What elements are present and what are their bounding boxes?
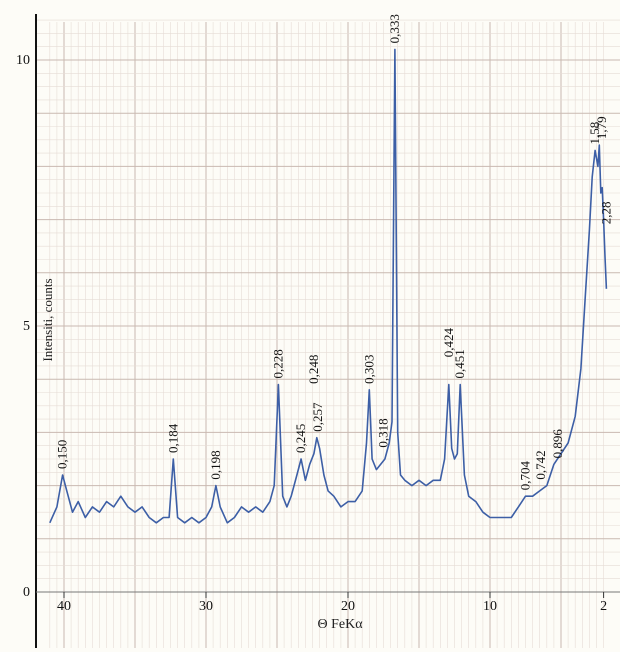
peak-annotations: 0,150 0,184 0,198 0,228 0,245 0,248 0,257 0,303… [55,14,614,490]
series [49,48,608,524]
x-tick-label: 10 [483,599,497,614]
diffractogram-line [49,48,608,524]
y-tick-label: 5 [23,319,30,334]
peak-label: 0,150 [55,440,70,469]
peak-label: 0,248 [306,355,321,384]
peak-label: 0,245 [293,424,308,453]
peak-label: 0,742 [533,450,548,479]
peak-label: 0,704 [518,460,533,490]
peak-label: 0,318 [376,418,391,447]
peak-label: 1,79 [594,116,609,139]
peak-label: 0,228 [270,349,285,378]
x-axis-label: Θ FeKα [317,617,363,632]
peak-label: 0,451 [452,349,467,378]
y-tick-label: 0 [23,585,30,600]
x-tick-label: 2 [600,599,607,614]
peak-label: 0,198 [208,450,223,479]
peak-label: 2,28 [598,201,613,224]
y-tick-label: 10 [16,53,30,68]
peak-label: 0,896 [550,429,565,459]
peak-label: 0,424 [441,327,456,357]
x-tick-label: 20 [341,599,355,614]
x-tick-label: 40 [57,599,71,614]
axes [35,14,620,648]
peak-label: 0,303 [361,355,376,384]
peak-label: 1,58 [587,122,602,145]
graph-paper-grid [37,19,620,648]
y-axis-label: Intensiti, counts [40,278,55,361]
peak-label: 0,257 [310,402,325,432]
peak-label: 0,184 [165,423,180,453]
peak-label: 0,333 [387,14,402,43]
x-tick-label: 30 [199,599,213,614]
tick-labels: 0 5 10 40 30 20 10 2 [16,53,607,614]
